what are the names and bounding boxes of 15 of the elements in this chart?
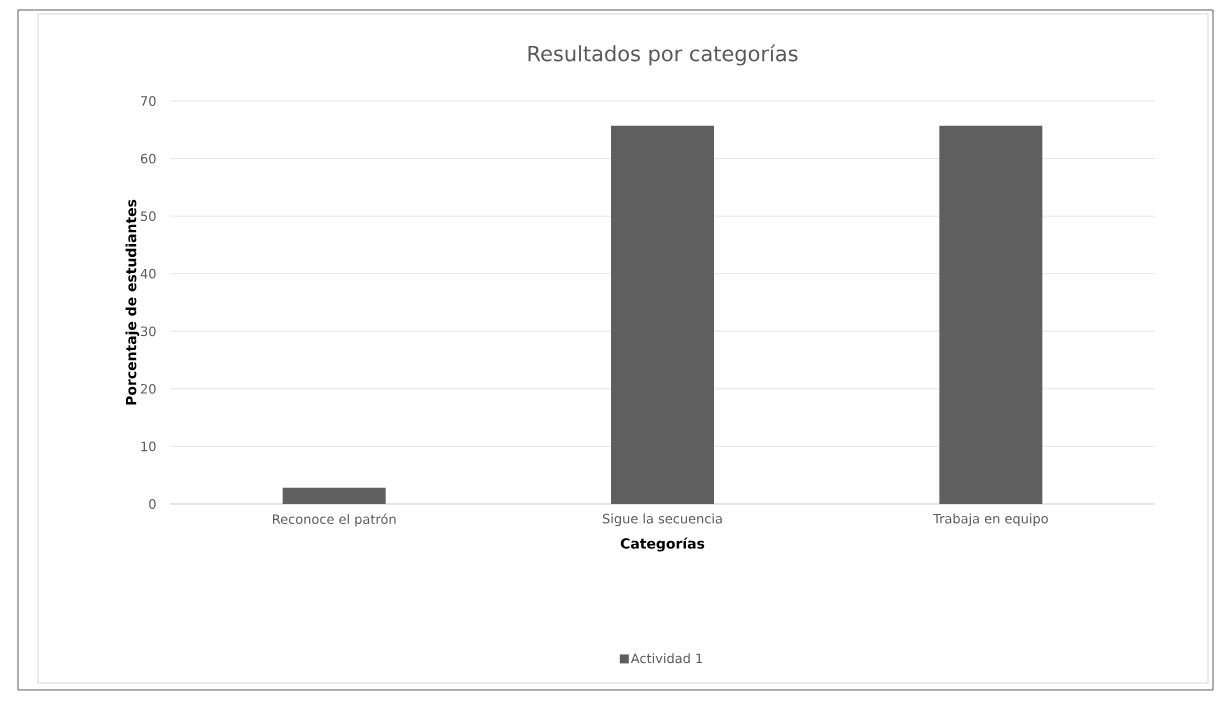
y-tick-label: 20 [140,383,156,394]
y-tick-label: 30 [141,326,156,337]
x-axis-title: Categorías [620,537,705,552]
x-tick-label: Sigue la secuencia [602,513,722,527]
legend-label: Actividad 1 [630,653,703,664]
y-tick-label: 0 [149,499,156,509]
y-tick-label: 60 [140,153,156,164]
chart-title: Resultados por categorías [528,44,798,66]
y-tick-label: 40 [140,268,156,279]
y-tick-label: 50 [141,211,156,222]
x-tick-label: Reconoce el patrón [273,513,396,527]
y-tick-label: 70 [141,96,156,106]
y-axis-title: Porcentaje de estudiantes [125,199,140,405]
x-tick-label: Trabaja en equipo [933,513,1048,527]
y-tick-label: 10 [141,441,156,452]
